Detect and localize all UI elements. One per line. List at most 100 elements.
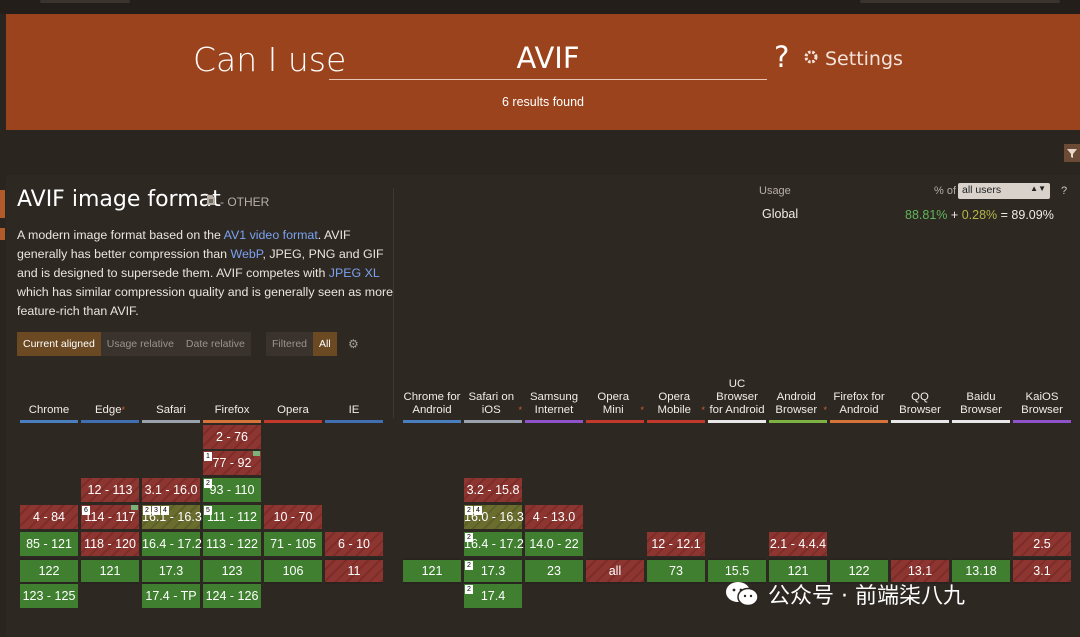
browser-header[interactable]: Opera (264, 362, 322, 423)
note-marker[interactable]: 2 (465, 506, 473, 515)
support-cell[interactable]: 17.3 (142, 558, 200, 584)
support-cell[interactable]: 3.2 - 15.8 (464, 478, 522, 502)
browser-header[interactable]: UC Browser for Android (708, 362, 766, 423)
side-marker (0, 228, 5, 240)
webp-link[interactable]: WebP (230, 247, 263, 261)
filtered-toggle[interactable]: Filtered (266, 332, 314, 356)
support-cell[interactable]: 122 (830, 558, 888, 584)
feature-description: A modern image format based on the AV1 v… (17, 226, 397, 321)
support-cell[interactable]: 16.1 - 16.3 2 3 4 (142, 505, 202, 529)
note-marker[interactable]: 5 (204, 506, 212, 515)
support-cell[interactable]: 123 - 125 (20, 584, 78, 608)
support-cell[interactable]: 16.4 - 17.2 2 (464, 532, 524, 556)
browser-name: Edge (94, 404, 122, 416)
support-cell[interactable]: 121 (403, 558, 461, 584)
gear-icon (803, 48, 819, 70)
settings-button[interactable]: Settings (803, 48, 903, 70)
support-cell[interactable]: 10 - 70 (264, 505, 322, 529)
support-cell[interactable]: 121 (769, 558, 827, 584)
support-cell[interactable]: 111 - 112 5 (203, 505, 261, 529)
support-cell[interactable]: 93 - 110 2 (203, 478, 261, 502)
note-marker[interactable]: 2 (204, 479, 212, 488)
support-cell[interactable]: 16.0 - 16.3 2 4 (464, 505, 524, 529)
support-cell[interactable]: 6 - 10 (325, 532, 383, 556)
support-cell[interactable]: 85 - 121 (20, 532, 78, 556)
support-cell[interactable]: 15.5 (708, 558, 766, 584)
filter-button[interactable] (1064, 144, 1080, 162)
support-cell[interactable]: 106 (264, 558, 322, 584)
browser-name: Opera Mobile (657, 391, 692, 416)
support-cell[interactable]: 4 - 13.0 (525, 505, 583, 529)
support-cell[interactable]: 113 - 122 (203, 532, 261, 556)
note-marker[interactable]: 6 (82, 506, 90, 515)
support-cell[interactable]: 114 - 117 6 (81, 505, 139, 529)
jpeg-xl-link[interactable]: JPEG XL (328, 266, 380, 280)
av1-link[interactable]: AV1 video format (223, 228, 318, 242)
support-cell[interactable]: 11 (325, 558, 383, 584)
support-cell[interactable]: 2.1 - 4.4.4 (769, 532, 827, 556)
results-count: 6 results found (502, 95, 584, 109)
browser-header[interactable]: Samsung Internet (525, 362, 583, 423)
browser-header[interactable]: Edge * (81, 362, 139, 423)
support-cell[interactable]: 3.1 (1013, 558, 1071, 584)
support-cell[interactable]: 122 (20, 558, 78, 584)
browser-header[interactable]: Chrome (20, 362, 78, 423)
support-cell[interactable]: 77 - 92 1 (203, 451, 261, 475)
support-cell[interactable]: 118 - 120 (81, 532, 139, 556)
support-cell[interactable]: 123 (203, 558, 261, 584)
support-cell[interactable]: 2 - 76 (203, 425, 261, 449)
support-cell[interactable]: 17.4 - TP (142, 584, 200, 608)
note-marker[interactable]: 2 (465, 585, 473, 594)
help-button[interactable]: ? (774, 40, 790, 74)
browser-header[interactable]: Opera Mobile * (647, 362, 705, 423)
browser-header[interactable]: QQ Browser (891, 362, 949, 423)
browser-header[interactable]: KaiOS Browser (1013, 362, 1071, 423)
support-cell[interactable]: 4 - 84 (20, 505, 78, 529)
current-aligned-toggle[interactable]: Current aligned (17, 332, 101, 356)
support-cell[interactable]: 23 (525, 558, 583, 584)
note-marker[interactable]: 2 (143, 506, 151, 515)
usage-help-button[interactable]: ? (1061, 185, 1068, 197)
browser-color-bar (20, 420, 78, 423)
search-input[interactable] (329, 36, 767, 80)
note-marker[interactable]: 4 (474, 506, 482, 515)
browser-header[interactable]: Android Browser * (769, 362, 827, 423)
browser-header[interactable]: Opera Mini * (586, 362, 644, 423)
feature-category: - OTHER (206, 194, 269, 209)
usage-scope-select[interactable]: all users ▲▼ (958, 183, 1050, 199)
browser-header[interactable]: Safari on iOS * (464, 362, 522, 423)
support-cell[interactable]: 16.4 - 17.2 (142, 532, 202, 556)
flag-icon (253, 451, 260, 456)
note-marker[interactable]: 2 (465, 533, 473, 542)
browser-header[interactable]: IE (325, 362, 383, 423)
note-marker[interactable]: 3 (152, 506, 160, 515)
support-cell[interactable]: 17.3 2 (464, 558, 522, 584)
browser-color-bar (325, 420, 383, 423)
table-settings-icon[interactable]: ⚙ (348, 337, 359, 351)
version-range: 11 (347, 564, 361, 578)
date-relative-toggle[interactable]: Date relative (179, 332, 251, 356)
browser-header[interactable]: Firefox for Android (830, 362, 888, 423)
support-cell[interactable]: 124 - 126 (203, 584, 261, 608)
note-marker[interactable]: 2 (465, 561, 473, 570)
support-cell[interactable]: all (586, 558, 644, 584)
browser-header[interactable]: Baidu Browser (952, 362, 1010, 423)
support-cell[interactable]: 12 - 12.1 (647, 532, 705, 556)
browser-header[interactable]: Safari (142, 362, 200, 423)
note-marker[interactable]: 4 (161, 506, 169, 515)
browser-header[interactable]: Firefox (203, 362, 261, 423)
support-cell[interactable]: 13.18 (952, 558, 1010, 584)
support-cell[interactable]: 13.1 (891, 558, 949, 584)
support-cell[interactable]: 12 - 113 (81, 478, 139, 502)
support-cell[interactable]: 73 (647, 558, 705, 584)
support-cell[interactable]: 17.4 2 (464, 584, 522, 608)
all-toggle[interactable]: All (313, 332, 337, 356)
support-cell[interactable]: 3.1 - 16.0 (142, 478, 200, 502)
browser-header[interactable]: Chrome for Android (403, 362, 461, 423)
usage-relative-toggle[interactable]: Usage relative (100, 332, 180, 356)
support-cell[interactable]: 14.0 - 22 (525, 532, 583, 556)
support-cell[interactable]: 71 - 105 (264, 532, 322, 556)
note-marker[interactable]: 1 (204, 452, 212, 461)
support-cell[interactable]: 121 (81, 558, 139, 584)
support-cell[interactable]: 2.5 (1013, 532, 1071, 556)
